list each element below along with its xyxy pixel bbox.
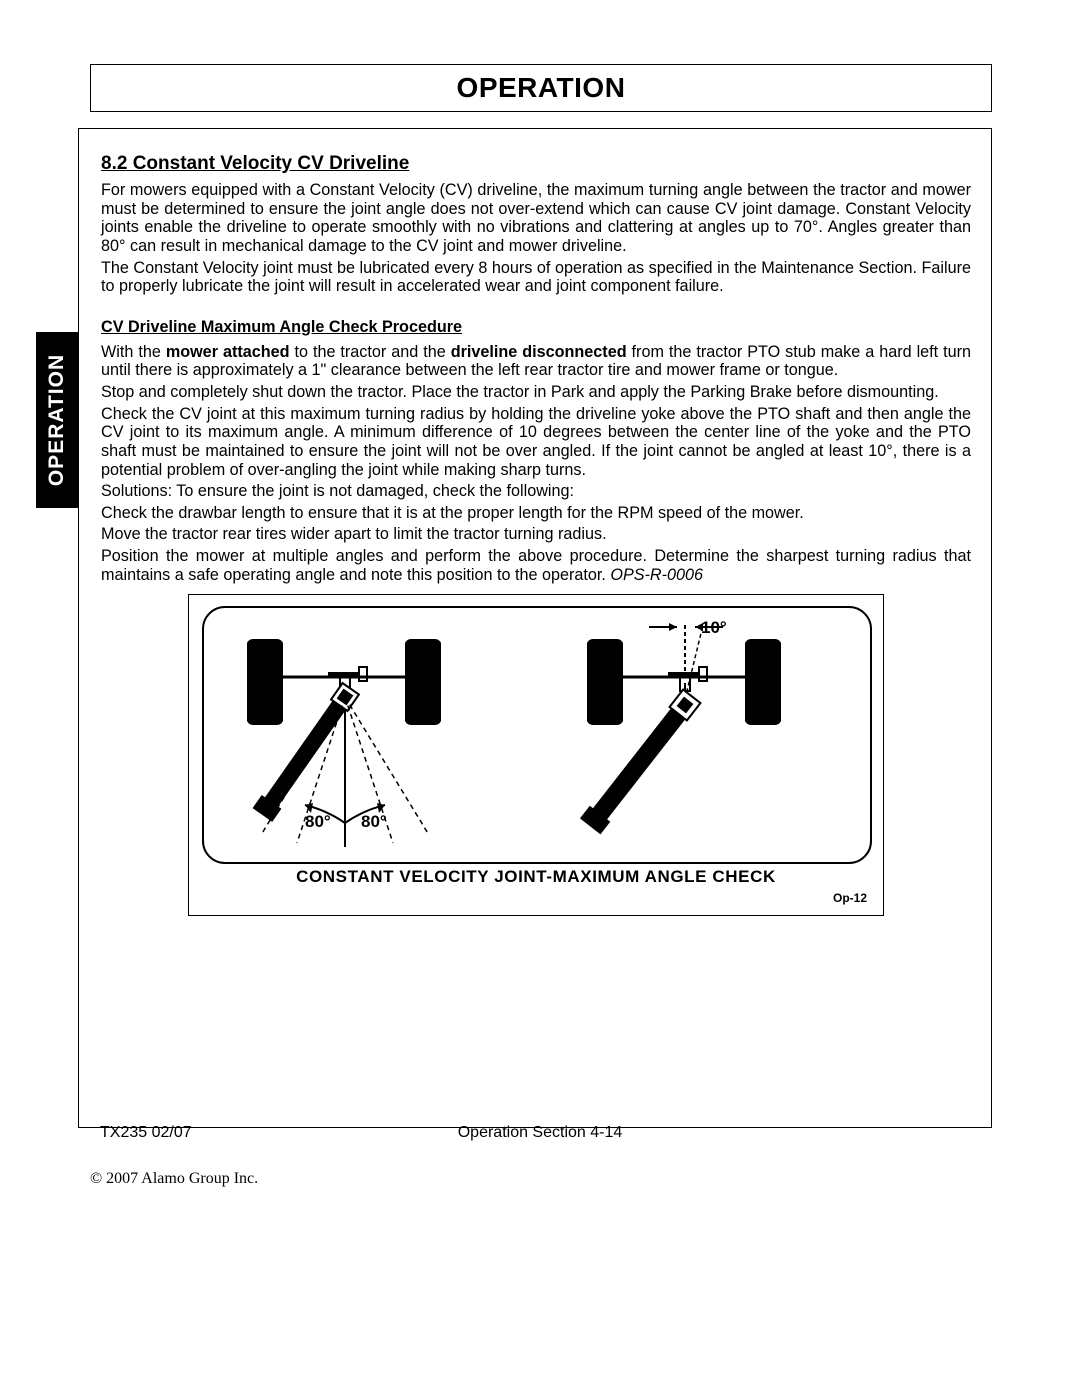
- side-tab-label: OPERATION: [45, 354, 69, 486]
- label-80-left: 80°: [305, 812, 331, 831]
- proc-1: With the mower attached to the tractor a…: [101, 343, 971, 380]
- proc1-pre: With the: [101, 343, 166, 361]
- proc-7: Position the mower at multiple angles an…: [101, 547, 971, 584]
- para-2: The Constant Velocity joint must be lubr…: [101, 259, 971, 296]
- page-title: OPERATION: [457, 72, 626, 104]
- proc-4: Solutions: To ensure the joint is not da…: [101, 482, 971, 501]
- label-80-right: 80°: [361, 812, 387, 831]
- proc-3: Check the CV joint at this maximum turni…: [101, 405, 971, 480]
- diagram-svg: 80° 80°: [201, 605, 873, 865]
- diagram-frame: 80° 80°: [188, 594, 884, 916]
- proc-6: Move the tractor rear tires wider apart …: [101, 525, 971, 544]
- page-title-box: OPERATION: [90, 64, 992, 112]
- copyright: © 2007 Alamo Group Inc.: [90, 1170, 258, 1188]
- proc-2: Stop and completely shut down the tracto…: [101, 383, 971, 402]
- content-box: 8.2 Constant Velocity CV Driveline For m…: [78, 128, 992, 1128]
- para-1: For mowers equipped with a Constant Velo…: [101, 181, 971, 256]
- proc1-b2: driveline disconnected: [451, 343, 627, 361]
- proc1-mid: to the tractor and the: [290, 343, 451, 361]
- label-10: 10°: [701, 618, 727, 637]
- proc-5: Check the drawbar length to ensure that …: [101, 504, 971, 523]
- proc7-text: Position the mower at multiple angles an…: [101, 547, 971, 584]
- diagram-opnum: Op-12: [833, 891, 867, 905]
- side-tab: OPERATION: [36, 332, 78, 508]
- sub-heading: CV Driveline Maximum Angle Check Procedu…: [101, 318, 971, 337]
- section-heading: 8.2 Constant Velocity CV Driveline: [101, 153, 971, 175]
- proc1-b1: mower attached: [166, 343, 290, 361]
- footer-center: Operation Section 4-14: [0, 1124, 1080, 1142]
- diagram-caption: CONSTANT VELOCITY JOINT-MAXIMUM ANGLE CH…: [189, 867, 883, 887]
- proc7-ref: OPS-R-0006: [610, 566, 703, 584]
